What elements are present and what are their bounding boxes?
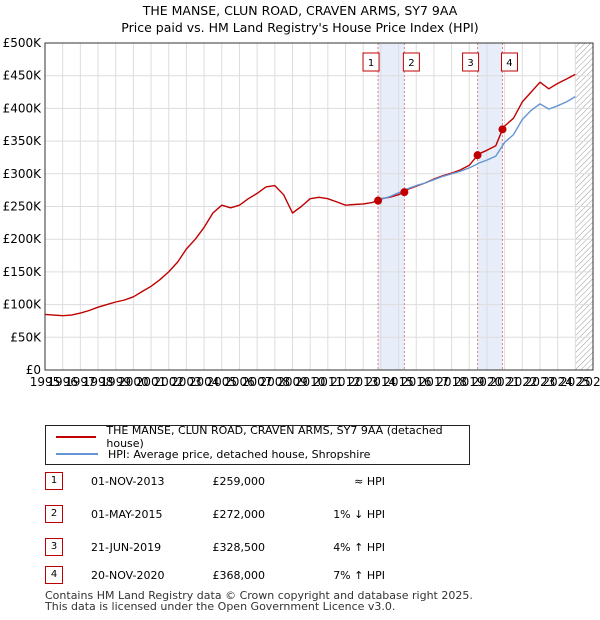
x-tick-label: 2016 (401, 375, 432, 389)
transaction-date: 01-MAY-2015 (91, 508, 163, 521)
y-tick-label: £350K (3, 134, 43, 148)
sale-label: 1 (362, 52, 380, 72)
x-tick-label: 2025 (560, 375, 591, 389)
table-row: 2 01-MAY-2015 £272,000 1% ↓ HPI (45, 503, 465, 525)
y-tick-label: £400K (3, 101, 43, 115)
x-tick-label: 2000 (118, 375, 149, 389)
legend-label-property: THE MANSE, CLUN ROAD, CRAVEN ARMS, SY7 9… (106, 424, 443, 450)
x-tick-label: 2022 (507, 375, 538, 389)
x-tick-label: 2018 (436, 375, 467, 389)
footer: Contains HM Land Registry data © Crown c… (45, 590, 595, 612)
x-tick-label: 2017 (419, 375, 450, 389)
sale-point (498, 125, 507, 134)
x-tick-label: 2023 (525, 375, 556, 389)
transaction-price: £328,500 (212, 541, 266, 554)
x-tick-label: 2005 (207, 375, 238, 389)
legend-item-property: THE MANSE, CLUN ROAD, CRAVEN ARMS, SY7 9… (46, 424, 469, 450)
table-row: 3 21-JUN-2019 £328,500 4% ↑ HPI (45, 536, 465, 558)
x-tick-label: 2015 (383, 375, 414, 389)
transaction-price: £259,000 (212, 475, 266, 488)
plot-frame (44, 42, 594, 371)
sale-label: 2 (402, 52, 420, 72)
x-tick-label: 2009 (277, 375, 308, 389)
transaction-number: 4 (45, 566, 63, 584)
transaction-number: 3 (45, 538, 63, 556)
sale-label: 4 (500, 52, 518, 72)
transaction-date: 20-NOV-2020 (91, 569, 165, 582)
y-tick-label: £250K (3, 200, 43, 214)
x-tick-label: 2019 (454, 375, 485, 389)
sale-label-text: 2 (408, 58, 414, 69)
transaction-hpi-comparison: ≈ HPI (354, 475, 385, 488)
y-tick-label: £150K (3, 265, 43, 279)
transaction-price: £368,000 (212, 569, 266, 582)
sale-label: 3 (462, 52, 480, 72)
y-tick-label: £100K (3, 298, 43, 312)
y-tick-label: £300K (3, 167, 43, 181)
title-line-1: THE MANSE, CLUN ROAD, CRAVEN ARMS, SY7 9… (142, 3, 458, 18)
transaction-date: 01-NOV-2013 (91, 475, 165, 488)
sale-label-box (362, 52, 380, 72)
hpi-line (377, 96, 576, 202)
y-tick-label: £0 (26, 363, 41, 377)
x-tick-label: 1998 (83, 375, 114, 389)
y-tick-label: £500K (3, 36, 43, 50)
sale-label-box (462, 52, 480, 72)
footer-copyright: Contains HM Land Registry data © Crown c… (45, 589, 473, 602)
chart-title: THE MANSE, CLUN ROAD, CRAVEN ARMS, SY7 9… (0, 2, 600, 36)
x-tick-label: 1995 (30, 375, 61, 389)
sale-label-box (402, 52, 420, 72)
x-tick-label: 2003 (171, 375, 202, 389)
property-price-line (44, 73, 576, 317)
sale-point (374, 196, 383, 205)
transaction-hpi-comparison: 7% ↑ HPI (333, 569, 385, 582)
transaction-number: 2 (45, 505, 63, 523)
y-tick-label: £450K (3, 69, 43, 83)
table-row: 4 20-NOV-2020 £368,000 7% ↑ HPI (45, 564, 465, 586)
transaction-number: 1 (45, 472, 63, 490)
transaction-date: 21-JUN-2019 (91, 541, 162, 554)
legend-item-hpi: HPI: Average price, detached house, Shro… (46, 446, 370, 462)
x-tick-label: 2001 (136, 375, 167, 389)
x-tick-label: 2021 (489, 375, 520, 389)
title-line-2: Price paid vs. HM Land Registry's House … (121, 20, 479, 35)
y-tick-label: £200K (3, 232, 43, 246)
x-tick-label: 2007 (242, 375, 273, 389)
sale-point (400, 188, 409, 197)
x-tick-label: 1997 (65, 375, 96, 389)
y-tick-label: £50K (10, 330, 42, 344)
x-tick-label: 2012 (330, 375, 361, 389)
footer-licence: This data is licensed under the Open Gov… (45, 600, 396, 613)
x-tick-label: 2024 (542, 375, 573, 389)
sale-label-text: 4 (506, 58, 512, 69)
sale-point (473, 151, 482, 160)
x-tick-label: 2010 (295, 375, 326, 389)
transaction-hpi-comparison: 1% ↓ HPI (333, 508, 385, 521)
x-tick-label: 2004 (189, 375, 220, 389)
x-tick-label: 1996 (47, 375, 78, 389)
legend-label-hpi: HPI: Average price, detached house, Shro… (108, 447, 371, 461)
legend-swatch-hpi (56, 453, 98, 455)
legend-swatch-property (56, 436, 97, 438)
x-tick-label: 1999 (100, 375, 131, 389)
x-tick-label: 2008 (260, 375, 291, 389)
sale-label-text: 1 (368, 58, 374, 69)
x-tick-label: 2020 (472, 375, 503, 389)
sale-label-box (500, 52, 518, 72)
x-tick-label: 2013 (348, 375, 379, 389)
x-tick-label: 2014 (366, 375, 397, 389)
x-tick-label: 2011 (313, 375, 344, 389)
sale-label-text: 3 (467, 58, 473, 69)
legend: THE MANSE, CLUN ROAD, CRAVEN ARMS, SY7 9… (45, 424, 470, 465)
x-tick-label: 2026 (578, 375, 600, 389)
transaction-price: £272,000 (212, 508, 266, 521)
table-row: 1 01-NOV-2013 £259,000 ≈ HPI (45, 470, 465, 492)
transaction-hpi-comparison: 4% ↑ HPI (333, 541, 385, 554)
x-tick-label: 2006 (224, 375, 255, 389)
price-chart: £0 £50K £100K £150K £200K £250K £300K £350K £400… (3, 36, 600, 389)
x-tick-label: 2002 (153, 375, 184, 389)
